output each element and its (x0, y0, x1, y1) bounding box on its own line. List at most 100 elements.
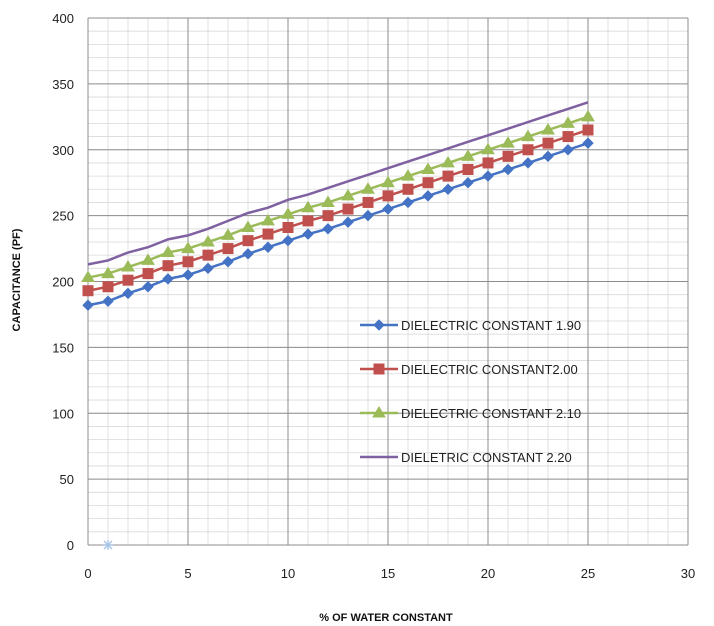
data-point (162, 260, 174, 272)
data-point (122, 287, 134, 300)
data-point (322, 210, 334, 222)
x-tick-label: 25 (581, 566, 595, 581)
data-point (421, 162, 435, 175)
y-tick-label: 300 (52, 143, 74, 158)
data-point (161, 245, 175, 258)
x-tick-label: 15 (381, 566, 395, 581)
data-point (282, 234, 294, 247)
data-point (362, 196, 374, 208)
data-point (202, 249, 214, 261)
y-tick-label: 250 (52, 209, 74, 224)
y-tick-label: 350 (52, 77, 74, 92)
y-tick-label: 400 (52, 11, 74, 26)
data-point (322, 223, 334, 235)
data-point (142, 281, 154, 293)
x-tick-label: 5 (184, 566, 191, 581)
major-grid (87, 17, 689, 546)
data-point (402, 183, 414, 195)
legend-swatch-marker (373, 363, 385, 375)
legend-item: DIELETRIC CONSTANT 2.20 (360, 450, 572, 465)
data-point (122, 274, 134, 286)
y-tick-label: 50 (60, 472, 74, 487)
data-point (442, 170, 454, 182)
y-tick-label: 200 (52, 275, 74, 290)
data-point (82, 299, 94, 311)
data-point (182, 256, 194, 268)
data-point (101, 266, 115, 279)
data-point (461, 149, 475, 161)
legend-label: DIELECTRIC CONSTANT 2.10 (401, 406, 581, 421)
data-point (262, 241, 274, 253)
data-point (121, 260, 135, 272)
legend-item: DIELECTRIC CONSTANT2.00 (360, 362, 578, 377)
x-axis-title: % OF WATER CONSTANT (319, 612, 453, 624)
data-point (541, 123, 555, 135)
data-point (482, 170, 494, 182)
series-layer (81, 101, 595, 550)
data-point (361, 182, 375, 194)
x-tick-label: 0 (84, 566, 91, 581)
data-point (502, 150, 514, 162)
data-point (462, 176, 474, 189)
data-point (301, 200, 315, 213)
legend-item: DIELECTRIC CONSTANT 1.90 (360, 318, 581, 333)
data-point (581, 109, 595, 122)
legend-item: DIELECTRIC CONSTANT 2.10 (360, 406, 581, 421)
series-4 (87, 101, 589, 266)
data-point (502, 163, 514, 176)
data-point (241, 220, 255, 232)
x-axis-tick-labels: 0 5 10 15 20 25 30 (84, 566, 695, 581)
data-point (321, 195, 335, 207)
data-point (341, 188, 355, 201)
data-point (542, 137, 554, 149)
legend-label: DIELECTRIC CONSTANT2.00 (401, 362, 578, 377)
data-point (262, 228, 274, 240)
data-point (522, 157, 534, 169)
data-point (82, 285, 94, 297)
data-point (302, 215, 314, 227)
x-tick-label: 30 (681, 566, 695, 581)
data-point (582, 137, 594, 149)
series-2 (82, 124, 594, 297)
data-point (422, 190, 434, 202)
data-point (522, 144, 534, 156)
data-point (401, 169, 415, 181)
x-tick-label: 10 (281, 566, 295, 581)
data-point (142, 268, 154, 280)
legend: DIELECTRIC CONSTANT 1.90 DIELECTRIC CONST… (360, 318, 581, 465)
data-point (482, 157, 494, 169)
data-point (561, 116, 575, 128)
data-point (201, 235, 215, 247)
data-point (462, 164, 474, 176)
data-point (441, 155, 455, 168)
data-point (281, 207, 295, 219)
data-point (342, 203, 354, 215)
data-point (202, 262, 214, 275)
data-point (282, 221, 294, 233)
data-point (102, 295, 114, 307)
series-line (87, 101, 589, 266)
data-point (221, 228, 235, 240)
legend-swatch-marker (373, 319, 385, 331)
data-point (381, 175, 395, 188)
data-point (501, 136, 515, 148)
data-point (382, 190, 394, 202)
data-point (542, 150, 554, 163)
y-axis-title: CAPACITANCE (PF) (11, 228, 23, 331)
data-point (162, 273, 174, 285)
data-point (442, 183, 454, 195)
data-point (181, 241, 195, 254)
data-point (582, 124, 594, 136)
data-point (402, 196, 414, 209)
data-point (562, 144, 574, 156)
data-point (102, 281, 114, 293)
y-tick-label: 150 (52, 340, 74, 355)
series-3 (81, 109, 595, 283)
y-tick-label: 100 (52, 406, 74, 421)
data-point (81, 270, 95, 283)
y-axis-tick-labels: 0 50 100 150 200 250 300 350 400 (52, 11, 74, 553)
data-point (302, 228, 314, 240)
y-tick-label: 0 (67, 538, 74, 553)
